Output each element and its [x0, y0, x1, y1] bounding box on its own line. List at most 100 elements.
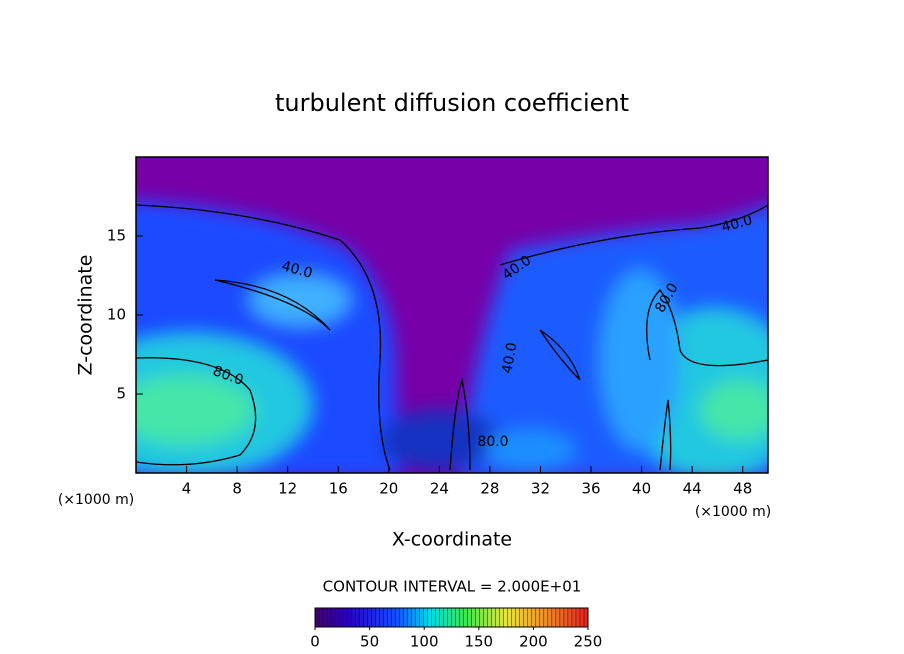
contour-label: 40.0 — [499, 341, 520, 374]
colorbar-swatch — [358, 607, 364, 628]
colorbar-swatch — [535, 607, 541, 628]
colorbar-swatch — [459, 607, 465, 628]
colorbar-swatch — [334, 607, 340, 628]
colorbar-swatch — [507, 607, 513, 628]
colorbar-swatch — [575, 607, 581, 628]
colorbar-swatch — [383, 607, 388, 628]
colorbar-swatch — [555, 607, 561, 628]
colorbar-swatch — [419, 607, 424, 628]
colorbar-swatch — [366, 607, 372, 628]
x-tick-label: 16 — [329, 480, 348, 498]
x-tick-label: 48 — [733, 480, 752, 498]
colorbar-swatch — [519, 607, 525, 628]
x-tick-label: 12 — [278, 480, 297, 498]
colorbar-swatch — [471, 607, 477, 628]
colorbar-swatch — [579, 607, 585, 628]
colorbar-swatch — [543, 607, 549, 628]
colorbar-swatch — [495, 607, 501, 628]
x-tick-label: 40 — [632, 480, 651, 498]
colorbar-swatch — [443, 607, 448, 628]
colorbar-swatch — [314, 607, 320, 628]
colorbar-swatch — [523, 607, 529, 628]
colorbar-swatch — [338, 607, 344, 628]
contour-label: 80.0 — [477, 434, 508, 450]
y-tick-label: 10 — [107, 306, 126, 324]
colorbar-swatch — [475, 607, 481, 628]
y-axis-label: Z-coordinate — [75, 255, 97, 376]
x-tick-label: 20 — [379, 480, 398, 498]
colorbar-swatch — [415, 607, 420, 628]
colorbar-swatch — [455, 607, 461, 628]
colorbar-swatch — [395, 607, 400, 628]
colorbar-swatch — [571, 607, 577, 628]
colorbar-swatch — [375, 607, 380, 628]
x-tick-label: 24 — [430, 480, 449, 498]
colorbar-swatch — [527, 607, 533, 628]
colorbar-swatch — [403, 607, 408, 628]
contour-label: 40.0 — [280, 258, 314, 282]
colorbar-swatch — [491, 607, 497, 628]
colorbar-swatch — [399, 607, 404, 628]
colorbar-swatch — [551, 607, 557, 628]
colorbar-swatch — [531, 607, 537, 628]
colorbar-swatch — [539, 607, 545, 628]
colorbar-swatch — [439, 607, 444, 628]
colorbar-swatch — [346, 607, 352, 628]
colorbar-tick-label: 250 — [574, 633, 603, 651]
colorbar-swatch — [362, 607, 368, 628]
colorbar-swatch — [515, 607, 521, 628]
colorbar-swatch — [423, 607, 428, 628]
colorbar-swatch — [559, 607, 565, 628]
colorbar-swatch — [435, 607, 440, 628]
colorbar-swatch — [463, 607, 469, 628]
colorbar-swatch — [318, 607, 324, 628]
colorbar-swatch — [483, 607, 489, 628]
colorbar-tick-label: 100 — [410, 633, 439, 651]
colorbar-frame — [314, 607, 589, 628]
chart-title: turbulent diffusion coefficient — [275, 89, 629, 117]
colorbar-swatch — [451, 607, 457, 628]
colorbar-swatch — [326, 607, 332, 628]
colorbar-swatch — [547, 607, 553, 628]
field — [136, 157, 768, 473]
colorbar-swatch — [427, 607, 432, 628]
x-tick-label: 8 — [232, 480, 242, 498]
colorbar-swatch — [567, 607, 573, 628]
colorbar-swatch — [503, 607, 509, 628]
colorbar-swatch — [354, 607, 360, 628]
colorbar-swatch — [371, 607, 376, 628]
colorbar-swatch — [391, 607, 396, 628]
x-tick-label: 28 — [480, 480, 499, 498]
colorbar-tick-label: 150 — [464, 633, 493, 651]
colorbar-swatch — [330, 607, 336, 628]
colorbar-swatch — [342, 607, 348, 628]
colorbar-tick-label: 200 — [519, 633, 548, 651]
colorbar-swatch — [411, 607, 416, 628]
x-tick-label: 36 — [581, 480, 600, 498]
colorbar-swatch — [563, 607, 569, 628]
colorbar-swatch — [479, 607, 485, 628]
colorbar-swatch — [511, 607, 517, 628]
x-axis-label: X-coordinate — [392, 529, 512, 551]
colorbar-swatch — [487, 607, 493, 628]
colorbar-swatch — [431, 607, 436, 628]
colorbar-swatch — [322, 607, 328, 628]
colorbar-swatch — [350, 607, 356, 628]
x-tick-label: 44 — [683, 480, 702, 498]
x-tick-label: 32 — [531, 480, 550, 498]
colorbar-swatch — [467, 607, 473, 628]
colorbar-swatch — [499, 607, 505, 628]
colorbar-tick-label: 0 — [310, 633, 320, 651]
x-unit-label: (×1000 m) — [58, 492, 134, 508]
contour-label: 40.0 — [720, 212, 754, 236]
colorbar-tick-label: 50 — [360, 633, 379, 651]
y-tick-label: 15 — [107, 227, 126, 245]
colorbar-swatch — [407, 607, 412, 628]
colorbar-swatch — [387, 607, 392, 628]
y-tick-label: 5 — [116, 385, 126, 403]
colorbar-swatch — [447, 607, 452, 628]
y-unit-label: (×1000 m) — [695, 504, 771, 520]
x-tick-label: 4 — [182, 480, 192, 498]
contour-note: CONTOUR INTERVAL = 2.000E+01 — [323, 578, 582, 596]
colorbar-swatch — [379, 607, 384, 628]
